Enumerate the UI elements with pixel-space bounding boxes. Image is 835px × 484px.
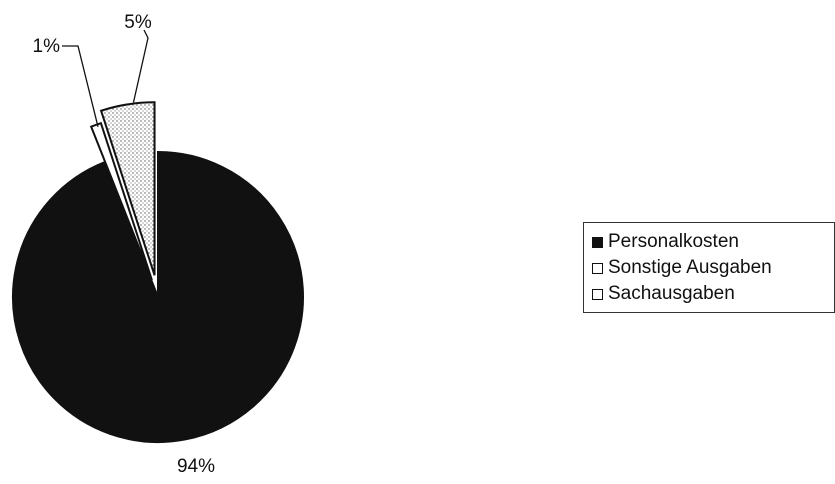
legend-label: Sachausgaben xyxy=(608,283,735,304)
data-label-sachausgaben: 5% xyxy=(124,12,152,33)
data-label-personalkosten: 94% xyxy=(177,456,215,477)
data-label-sonstige-ausgaben: 1% xyxy=(33,36,61,57)
legend-item-personalkosten: Personalkosten xyxy=(592,229,739,255)
leader-line-1-percent xyxy=(62,45,99,127)
legend-swatch xyxy=(592,288,603,300)
legend-item-sachausgaben: Sachausgaben xyxy=(592,281,735,307)
leader-line-5-percent xyxy=(132,29,149,103)
legend-label: Sonstige Ausgaben xyxy=(608,257,772,278)
pie-slice-personalkosten xyxy=(12,150,304,443)
legend-label: Personalkosten xyxy=(608,231,739,252)
legend-swatch xyxy=(592,236,603,248)
pie-slice-sachausgaben xyxy=(99,101,156,276)
legend-item-sonstige-ausgaben: Sonstige Ausgaben xyxy=(592,255,772,281)
legend: Personalkosten Sonstige Ausgaben Sachaus… xyxy=(583,222,835,313)
legend-swatch xyxy=(592,262,603,274)
